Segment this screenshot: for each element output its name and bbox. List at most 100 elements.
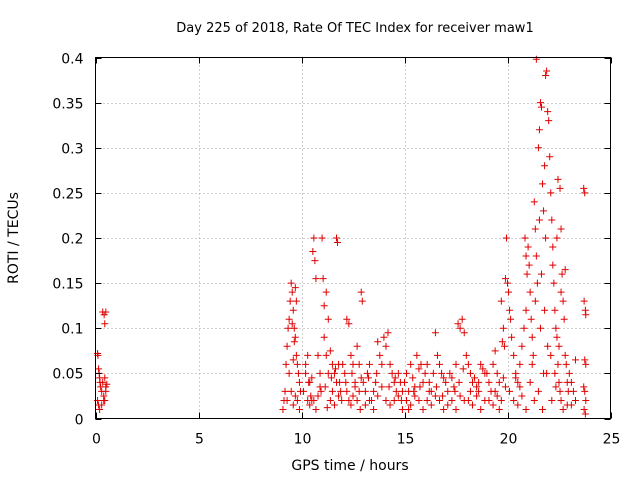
- data-point: [335, 392, 343, 400]
- data-point: [370, 387, 378, 395]
- data-point: [288, 288, 296, 296]
- data-point: [473, 383, 481, 391]
- data-point: [555, 342, 563, 350]
- y-tick-label: 0.25: [52, 187, 83, 203]
- data-point: [489, 401, 497, 409]
- data-point: [282, 360, 290, 368]
- data-point: [557, 396, 565, 404]
- data-point: [333, 378, 341, 386]
- data-point: [307, 392, 315, 400]
- data-point: [99, 378, 107, 386]
- data-point: [326, 347, 334, 355]
- data-point: [357, 374, 365, 382]
- data-point: [320, 333, 328, 341]
- data-point: [506, 306, 514, 314]
- data-point: [456, 324, 464, 332]
- data-point: [302, 360, 310, 368]
- data-point: [468, 378, 476, 386]
- data-point: [421, 369, 429, 377]
- data-point: [302, 369, 310, 377]
- data-point: [477, 360, 485, 368]
- data-point: [582, 311, 590, 319]
- data-point: [580, 297, 588, 305]
- data-point: [390, 396, 398, 404]
- data-point: [540, 207, 548, 215]
- data-point: [324, 369, 332, 377]
- y-tick-label: 0: [75, 413, 84, 429]
- data-point: [458, 315, 466, 323]
- data-point: [345, 320, 353, 328]
- data-point: [283, 396, 291, 404]
- data-point: [407, 401, 415, 409]
- data-point: [338, 396, 346, 404]
- data-point: [365, 360, 373, 368]
- data-point: [551, 369, 559, 377]
- y-tick-label: 0.3: [61, 142, 83, 158]
- data-point: [526, 288, 534, 296]
- data-point: [425, 378, 433, 386]
- data-point: [581, 410, 589, 418]
- data-point: [510, 351, 518, 359]
- data-point: [411, 392, 419, 400]
- data-point: [401, 378, 408, 386]
- data-point: [310, 234, 318, 242]
- data-point: [483, 369, 491, 377]
- data-point: [294, 369, 302, 377]
- y-axis-ticks: 0 0.05 0.1 0.15 0.2 0.25 0.3 0.35 0.4: [52, 52, 611, 429]
- data-point: [533, 279, 541, 287]
- data-point: [456, 392, 464, 400]
- data-point: [526, 378, 534, 386]
- data-point: [506, 387, 514, 395]
- data-point: [454, 320, 462, 328]
- data-point: [554, 360, 562, 368]
- data-point: [448, 374, 456, 382]
- data-point: [388, 369, 396, 377]
- data-point: [582, 396, 590, 404]
- data-point: [512, 374, 520, 382]
- data-point: [419, 378, 427, 386]
- data-point: [358, 297, 366, 305]
- data-point: [96, 405, 104, 413]
- data-point: [353, 396, 361, 404]
- data-point: [571, 396, 579, 404]
- data-point: [567, 378, 575, 386]
- data-point: [552, 383, 560, 391]
- data-point: [337, 387, 345, 395]
- data-point: [553, 234, 561, 242]
- data-point: [309, 248, 317, 256]
- data-point: [501, 275, 509, 283]
- data-point: [363, 369, 371, 377]
- data-point: [423, 396, 431, 404]
- data-point: [559, 405, 567, 413]
- data-point: [539, 405, 547, 413]
- chart-title: Day 225 of 2018, Rate Of TEC Index for r…: [176, 21, 533, 36]
- data-point: [289, 401, 297, 409]
- data-point: [522, 405, 530, 413]
- data-point: [386, 360, 394, 368]
- data-point: [311, 257, 319, 265]
- data-point: [323, 404, 331, 412]
- data-point: [281, 387, 289, 395]
- data-point: [364, 374, 372, 382]
- data-point: [518, 392, 526, 400]
- data-point: [567, 401, 575, 409]
- data-point: [314, 392, 322, 400]
- data-point: [349, 392, 357, 400]
- data-point: [541, 306, 549, 314]
- data-point: [516, 360, 524, 368]
- data-point: [291, 284, 299, 292]
- data-point: [380, 333, 388, 341]
- data-point: [279, 405, 287, 413]
- data-point: [348, 369, 356, 377]
- data-point: [444, 401, 452, 409]
- data-point: [327, 374, 335, 382]
- data-point: [343, 387, 351, 395]
- data-point: [525, 261, 533, 269]
- data-point: [349, 360, 357, 368]
- data-point: [442, 378, 450, 386]
- y-tick-label: 0.15: [52, 277, 83, 293]
- data-point: [514, 401, 522, 409]
- data-point: [452, 360, 460, 368]
- data-point: [295, 378, 303, 386]
- data-point: [479, 365, 487, 373]
